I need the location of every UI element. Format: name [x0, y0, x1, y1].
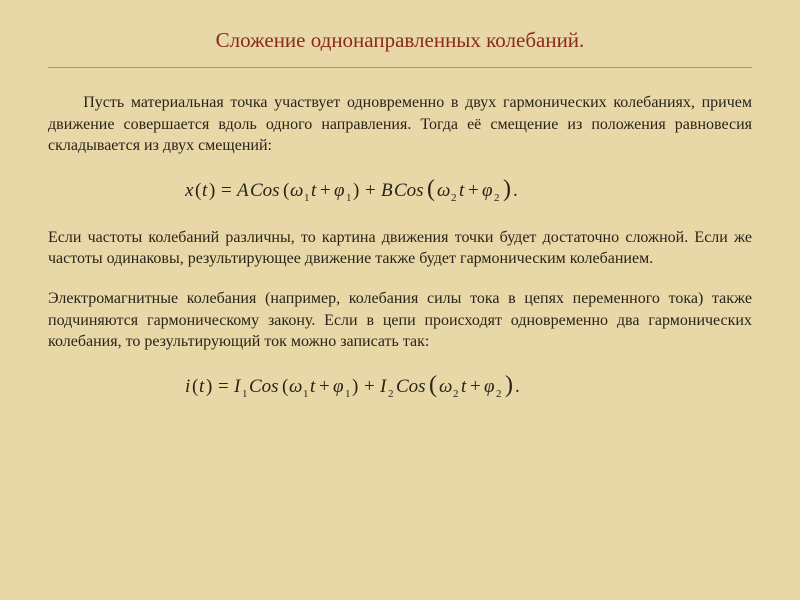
svg-text:+: + — [364, 376, 375, 397]
svg-text:+: + — [365, 180, 376, 201]
svg-text:2: 2 — [496, 388, 502, 400]
svg-text:+: + — [468, 180, 479, 201]
paragraph-1: Пусть материальная точка участвует однов… — [48, 92, 752, 157]
svg-text:.: . — [513, 180, 518, 201]
svg-text:): ) — [209, 180, 215, 201]
svg-text:+: + — [320, 180, 331, 201]
svg-text:(: ( — [427, 176, 435, 202]
svg-text:ω: ω — [289, 376, 302, 397]
svg-text:ω: ω — [439, 376, 452, 397]
svg-text:ω: ω — [437, 180, 450, 201]
slide: Сложение однонаправленных колебаний. Пус… — [0, 0, 800, 600]
svg-text:t: t — [459, 180, 465, 201]
svg-text:Cos: Cos — [250, 180, 280, 201]
svg-text:.: . — [515, 376, 520, 397]
svg-text:): ) — [503, 176, 511, 202]
equation-1-svg: x ( t ) = A Cos ( ω 1 t + φ 1 ) + B Cos … — [185, 175, 615, 205]
svg-text:t: t — [311, 180, 317, 201]
svg-text:): ) — [352, 376, 358, 397]
svg-text:I: I — [233, 376, 242, 397]
svg-text:1: 1 — [346, 192, 352, 204]
svg-text:t: t — [461, 376, 467, 397]
equation-2: i ( t ) = I 1 Cos ( ω 1 t + φ 1 ) + I 2 … — [48, 371, 752, 401]
svg-text:φ: φ — [484, 376, 495, 397]
svg-text:=: = — [218, 376, 229, 397]
svg-text:+: + — [470, 376, 481, 397]
svg-text:A: A — [235, 180, 249, 201]
svg-text:(: ( — [283, 180, 289, 201]
svg-text:2: 2 — [388, 388, 394, 400]
svg-text:Cos: Cos — [396, 376, 426, 397]
svg-text:=: = — [221, 180, 232, 201]
svg-text:(: ( — [282, 376, 288, 397]
svg-text:2: 2 — [494, 192, 500, 204]
svg-text:(: ( — [195, 180, 201, 201]
svg-text:(: ( — [429, 372, 437, 398]
svg-text:φ: φ — [482, 180, 493, 201]
svg-text:t: t — [310, 376, 316, 397]
svg-text:1: 1 — [242, 388, 248, 400]
divider — [48, 67, 752, 68]
equation-2-svg: i ( t ) = I 1 Cos ( ω 1 t + φ 1 ) + I 2 … — [185, 371, 615, 401]
svg-text:ω: ω — [290, 180, 303, 201]
svg-text:1: 1 — [303, 388, 309, 400]
slide-title: Сложение однонаправленных колебаний. — [48, 28, 752, 53]
svg-text:φ: φ — [334, 180, 345, 201]
svg-text:Cos: Cos — [249, 376, 279, 397]
svg-text:B: B — [381, 180, 393, 201]
paragraph-2: Если частоты колебаний различны, то карт… — [48, 227, 752, 270]
svg-text:2: 2 — [453, 388, 459, 400]
svg-text:x: x — [185, 180, 194, 201]
svg-text:(: ( — [192, 376, 198, 397]
svg-text:φ: φ — [333, 376, 344, 397]
svg-text:t: t — [202, 180, 208, 201]
svg-text:): ) — [505, 372, 513, 398]
svg-text:1: 1 — [304, 192, 310, 204]
svg-text:t: t — [199, 376, 205, 397]
svg-text:+: + — [319, 376, 330, 397]
paragraph-3: Электромагнитные колебания (например, ко… — [48, 288, 752, 353]
svg-text:): ) — [353, 180, 359, 201]
svg-text:1: 1 — [345, 388, 351, 400]
svg-text:I: I — [379, 376, 388, 397]
svg-text:Cos: Cos — [394, 180, 424, 201]
equation-1: x ( t ) = A Cos ( ω 1 t + φ 1 ) + B Cos … — [48, 175, 752, 205]
svg-text:): ) — [206, 376, 212, 397]
svg-text:2: 2 — [451, 192, 457, 204]
svg-text:i: i — [185, 376, 190, 397]
